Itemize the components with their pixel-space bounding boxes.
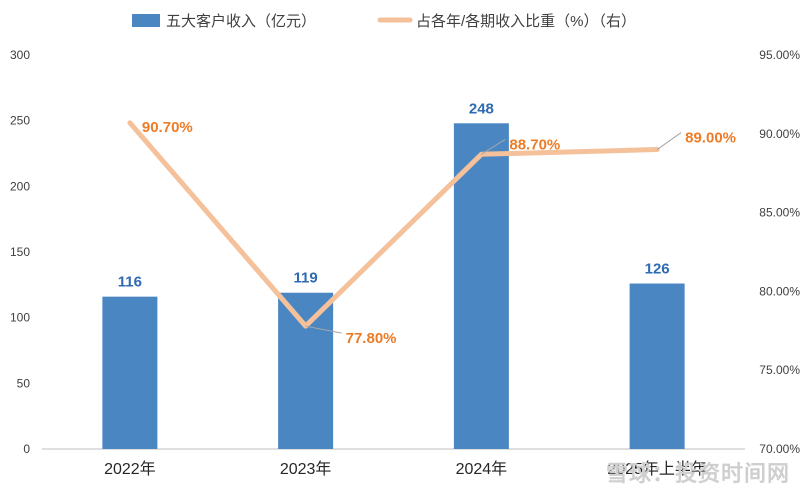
axes: 0 50 100 150 200 250 300 70.00% 75.00% 80.00% 85.0… (10, 48, 800, 478)
line-label-leader (305, 325, 342, 334)
y-right-tick-label: 85.00% (759, 206, 800, 220)
y-right-tick-label: 90.00% (759, 127, 800, 141)
x-tick-label: 2024年 (456, 460, 508, 478)
y-right-tick-label: 70.00% (759, 442, 800, 456)
line-data-label: 90.70% (142, 119, 193, 136)
legend-line-label: 占各年/各期收入比重（%）（右） (416, 13, 636, 30)
y-left-tick-label: 300 (10, 48, 30, 62)
y-right-tick-label: 75.00% (759, 363, 800, 377)
y-left-tick-label: 250 (10, 114, 30, 128)
bar (102, 296, 158, 449)
line-path (127, 120, 660, 329)
x-tick-label: 2025年上半年 (607, 460, 707, 478)
legend-bar-label: 五大客户收入（亿元） (166, 13, 316, 30)
line-data-label: 77.80% (346, 330, 397, 347)
y-left-tick-label: 0 (23, 442, 30, 456)
bar (629, 283, 685, 449)
x-tick-label: 2023年 (280, 460, 332, 478)
x-tick-label: 2022年 (104, 460, 156, 478)
y-right-tick-label: 95.00% (759, 48, 800, 62)
legend-bar-swatch (132, 14, 160, 27)
bar-data-label: 248 (469, 100, 494, 117)
bar (278, 292, 334, 449)
line-data-label: 88.70% (509, 136, 560, 153)
bar-data-label: 119 (294, 270, 318, 287)
line-data-label: 89.00% (685, 130, 736, 147)
y-right-tick-label: 80.00% (759, 284, 800, 298)
legend: 五大客户收入（亿元） 占各年/各期收入比重（%）（右） (132, 13, 636, 30)
y-left-tick-label: 200 (10, 179, 30, 193)
line-label-leader (481, 138, 506, 155)
y-left-tick-label: 50 (17, 376, 31, 390)
y-left-tick-label: 100 (10, 311, 30, 325)
bar (453, 123, 509, 449)
line-label-leader (656, 132, 682, 150)
y-left-tick-label: 150 (10, 245, 30, 259)
bar-data-label: 116 (118, 274, 142, 291)
line-series (127, 120, 660, 329)
data-labels: 116 119 248 126 90.70% 77.80% 88.70% 89.00% (118, 100, 736, 347)
bar-data-label: 126 (645, 261, 670, 278)
bars (102, 123, 685, 449)
